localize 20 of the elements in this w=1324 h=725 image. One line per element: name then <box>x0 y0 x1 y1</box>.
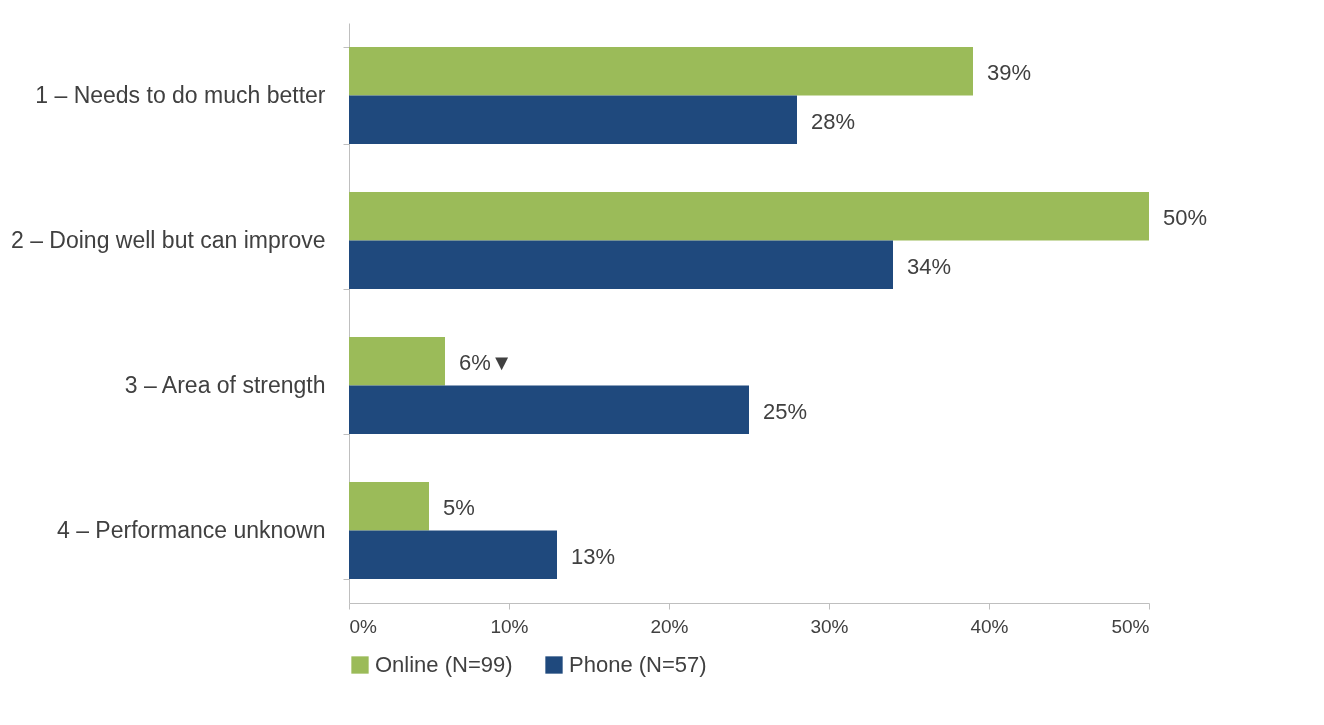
data-label: 50% <box>1163 205 1208 231</box>
y-tick-label: 3 – Area of strength <box>124 372 326 398</box>
data-label: 5% <box>443 495 475 521</box>
y-tick-label: 2 – Doing well but can improve <box>11 227 326 253</box>
x-tick-label: 20% <box>650 615 689 637</box>
x-tick-label: 30% <box>810 615 849 637</box>
legend-label: Phone (N=57) <box>569 652 707 677</box>
legend-label: Online (N=99) <box>375 652 513 677</box>
data-label: 28% <box>811 108 856 134</box>
data-label: 6%▼ <box>459 350 513 376</box>
data-label: 39% <box>987 60 1032 86</box>
x-tick-label: 0% <box>349 615 378 637</box>
x-tick-label: 40% <box>970 615 1009 637</box>
y-tick-label: 1 – Needs to do much better <box>35 82 326 108</box>
data-label: 13% <box>571 543 616 569</box>
data-label: 25% <box>763 398 808 424</box>
y-tick-label: 4 – Performance unknown <box>57 517 326 543</box>
x-tick-label: 10% <box>490 615 529 637</box>
x-tick-label: 50% <box>1111 615 1150 637</box>
data-label: 34% <box>907 253 952 279</box>
